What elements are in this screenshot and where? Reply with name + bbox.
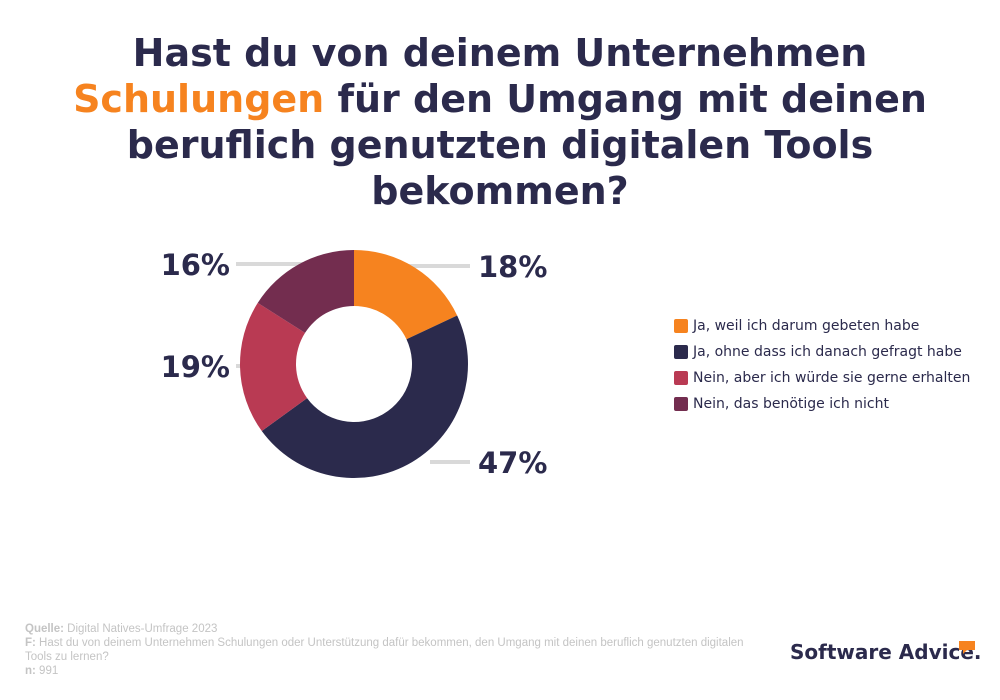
sample-size-line: n: 991 (25, 665, 59, 677)
title-highlight: Schulungen (73, 77, 325, 121)
data-label: 19% (161, 350, 230, 384)
source-line: Quelle: Digital Natives-Umfrage 2023 (25, 623, 218, 635)
legend-swatch (674, 345, 688, 359)
legend-label: Nein, das benötige ich nicht (693, 396, 889, 412)
legend-label: Ja, weil ich darum gebeten habe (693, 318, 920, 334)
donut-slice (354, 250, 458, 340)
data-label: 47% (478, 446, 547, 480)
legend-item: Nein, aber ich würde sie gerne erhalten (674, 365, 970, 391)
legend-label: Ja, ohne dass ich danach gefragt habe (693, 344, 962, 360)
legend-swatch (674, 397, 688, 411)
title-part-1: Hast du von deinem Unternehmen (132, 31, 868, 75)
legend-item: Nein, das benötige ich nicht (674, 391, 970, 417)
legend-swatch (674, 319, 688, 333)
chart-title: Hast du von deinem Unternehmen Schulunge… (20, 30, 980, 214)
software-advice-logo: Software Advice. (790, 640, 982, 664)
question-line: F: Hast du von deinem Unternehmen Schulu… (25, 637, 744, 663)
legend: Ja, weil ich darum gebeten habe Ja, ohne … (674, 313, 970, 417)
legend-item: Ja, ohne dass ich danach gefragt habe (674, 339, 970, 365)
donut-slice (257, 250, 354, 333)
speech-bubble-icon (959, 641, 975, 654)
legend-label: Nein, aber ich würde sie gerne erhalten (693, 370, 971, 386)
legend-item: Ja, weil ich darum gebeten habe (674, 313, 970, 339)
title-part-2: für den Umgang mit deinen beruflich genu… (126, 77, 927, 213)
data-label: 16% (161, 248, 230, 282)
footer-notes: Quelle: Digital Natives-Umfrage 2023 F: … (25, 622, 745, 678)
donut-slice (261, 315, 469, 479)
donut-slice (240, 302, 308, 432)
data-label: 18% (478, 250, 547, 284)
legend-swatch (674, 371, 688, 385)
